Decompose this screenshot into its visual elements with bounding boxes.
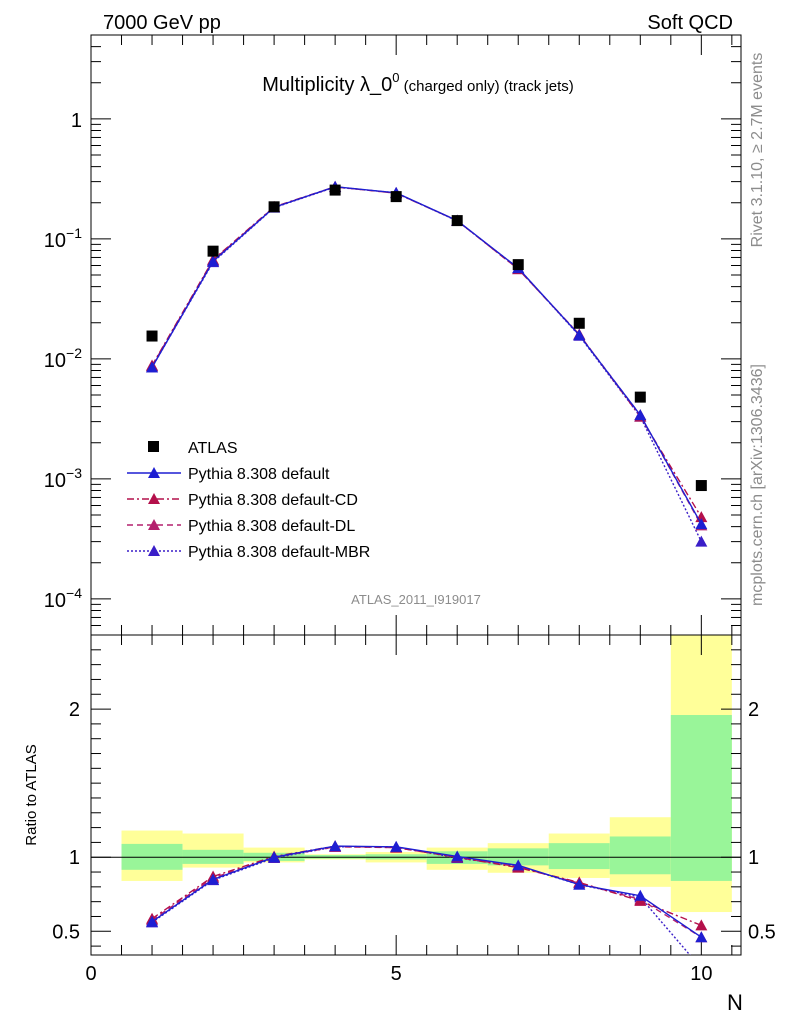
x-tick-label: 5 [391,963,402,985]
ratio-data-point [573,878,586,890]
plot-title: Multiplicity λ_00 (charged only) (track … [262,70,574,96]
legend-marker [148,519,160,530]
atlas-data-point [268,201,280,213]
ratio-data-point [695,931,708,943]
atlas-data-point [634,391,646,403]
atlas-data-point [329,184,341,196]
title-rest: (charged only) (track jets) [400,78,574,95]
legend-marker [148,467,160,478]
atlas-data-point [207,245,219,257]
atlas-data-point [146,330,158,342]
stat-uncertainty-band [548,843,610,870]
stat-uncertainty-band [609,836,671,875]
legend-marker [148,493,160,504]
data-point [207,255,220,267]
legend-label: ATLAS [188,440,238,457]
ratio-ylabel: Ratio to ATLAS [23,744,40,845]
y-tick-label: 10−2 [44,345,82,372]
energy-label: 7000 GeV pp [103,12,221,34]
atlas-data-point [512,259,524,271]
atlas-data-point [695,480,707,492]
legend-label: Pythia 8.308 default-DL [188,518,355,535]
legend-label: Pythia 8.308 default-MBR [188,544,370,561]
ratio-data-point [268,851,281,863]
rivet-label: Rivet 3.1.10, ≥ 2.7M events [749,53,766,248]
analysis-label: ATLAS_2011_I919017 [351,592,481,607]
main-series [146,180,708,547]
atlas-data-point [390,191,402,203]
data-point [634,409,647,421]
data-point [695,535,708,547]
title-main: Multiplicity λ_0 [262,74,392,96]
ratio-data-point [207,873,220,885]
x-axis-label: N [727,990,743,1015]
ratio-series-line [151,845,702,927]
ratio-y-tick-label-left: 0.5 [52,921,80,943]
ratio-frame [90,634,742,956]
series-line [151,186,702,525]
y-tick-label: 1 [71,110,82,132]
stat-uncertainty-band [670,715,732,881]
ratio-series-line [151,845,702,938]
ratio-y-tick-label-left: 1 [69,847,80,869]
legend-label: Pythia 8.308 default-CD [188,492,358,509]
x-tick-label: 10 [690,963,712,985]
atlas-data-point [573,317,585,329]
title-superscript: 0 [392,70,399,85]
ratio-data-point [512,859,525,871]
ratio-y-tick-label-right: 0.5 [748,921,776,943]
ratio-series-line [151,846,702,938]
ratio-data-point [329,840,342,852]
ratio-y-tick-label-right: 1 [748,847,759,869]
ratio-data-point [146,915,159,927]
atlas-data-point [451,215,463,227]
legend-marker [148,545,160,556]
y-tick-label: 10−4 [44,585,82,612]
ratio-data-point [390,840,403,852]
series-line [151,186,702,542]
x-tick-label: 0 [85,963,96,985]
ratio-y-tick-label-left: 2 [69,699,80,721]
ratio-series [146,840,708,955]
legend: ATLAS Pythia 8.308 default Pythia 8.308 de… [127,440,370,561]
mcplots-label: mcplots.cern.ch [arXiv:1306.3436] [749,364,766,606]
legend-label: Pythia 8.308 default [188,466,330,483]
data-point [695,518,708,530]
process-label: Soft QCD [647,12,733,34]
ratio-data-point [451,850,464,862]
ratio-data-point [695,919,708,931]
data-point [573,329,586,341]
data-point [146,361,159,373]
ratio-bands [91,635,741,913]
y-tick-label: 10−3 [44,465,82,492]
legend-marker-atlas [148,441,159,452]
ratio-y-tick-label-right: 2 [748,699,759,721]
tick-labels: 10−4 10−3 10−2 10−1 1 0.5 0.5 1 1 2 2 0 5 10 [44,110,776,985]
ratio-data-point [634,889,647,901]
y-tick-label: 10−1 [44,225,82,252]
